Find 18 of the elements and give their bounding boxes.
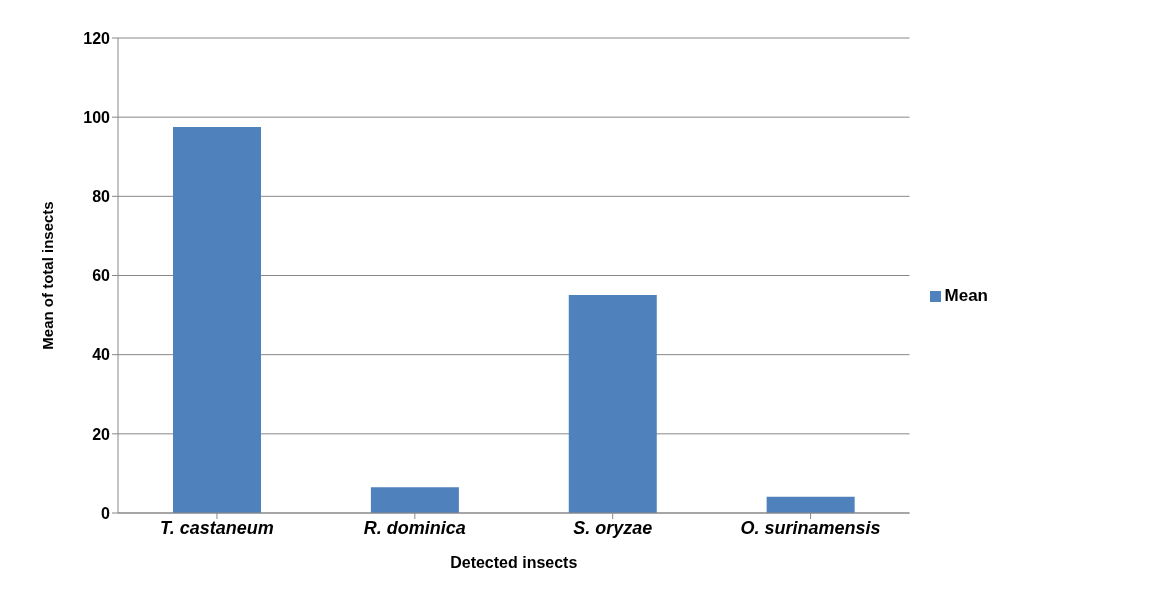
x-axis-title: Detected insects (450, 554, 578, 571)
x-tick-label: S. oryzae (573, 517, 653, 538)
y-axis-title: Mean of total insects (39, 201, 57, 350)
legend-label: Mean (944, 285, 988, 305)
bar (370, 487, 459, 513)
x-tick-label: T. castaneum (160, 517, 274, 538)
y-tick-label: 100 (83, 108, 111, 126)
y-tick-label: 40 (92, 346, 111, 364)
x-tick-label: O. surinamensis (740, 517, 881, 538)
y-tick-label: 60 (92, 267, 111, 285)
bar (173, 127, 261, 513)
bar (568, 294, 657, 513)
bar (766, 496, 855, 513)
y-tick-label: 0 (101, 504, 111, 522)
y-tick-label: 20 (92, 425, 111, 443)
x-tick-label: R. dominica (363, 517, 466, 538)
y-tick-label: 80 (92, 188, 111, 206)
y-tick-label: 120 (83, 29, 111, 47)
